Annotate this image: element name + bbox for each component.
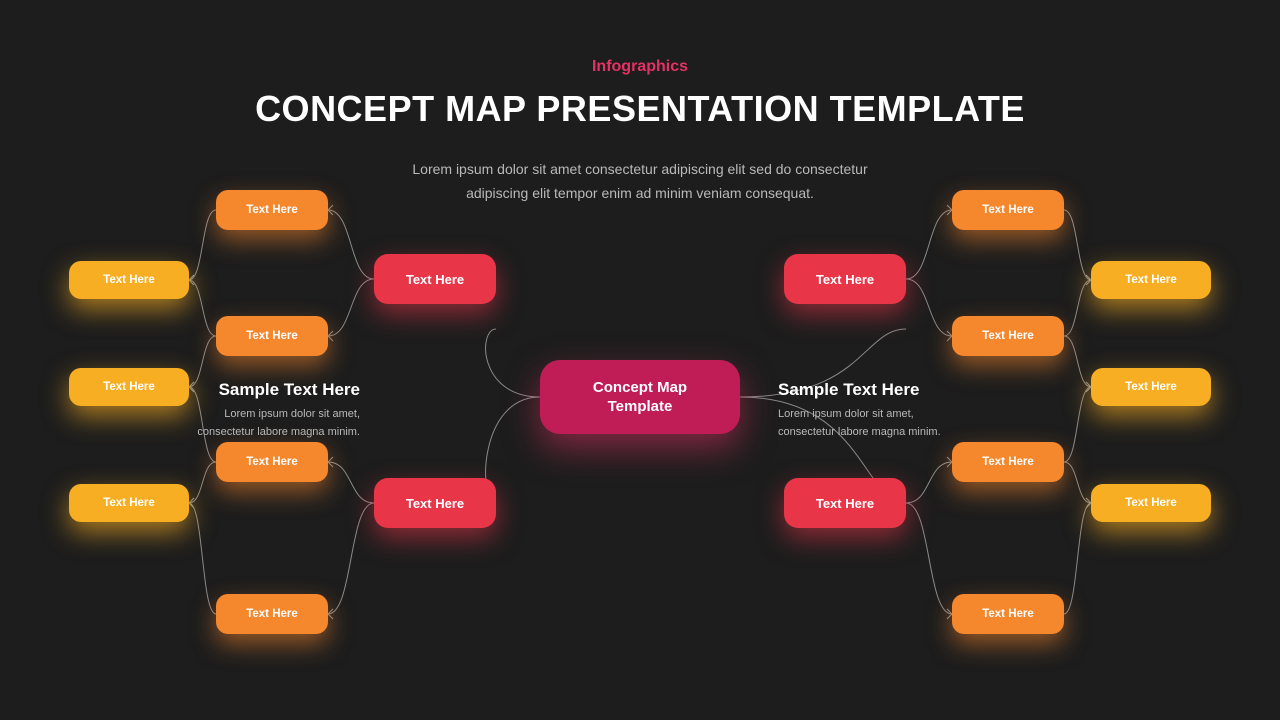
mid-node: Text Here (216, 594, 328, 634)
section-desc: Lorem ipsum dolor sit amet, consectetur … (778, 406, 958, 441)
mid-node: Text Here (216, 442, 328, 482)
header-description: Lorem ipsum dolor sit amet consectetur a… (410, 158, 870, 206)
leaf-node: Text Here (69, 484, 189, 522)
leaf-node: Text Here (1091, 368, 1211, 406)
center-node: Concept MapTemplate (540, 360, 740, 434)
section-title: Sample Text Here (180, 380, 360, 400)
mid-node: Text Here (216, 190, 328, 230)
hub-node: Text Here (784, 254, 906, 304)
leaf-node: Text Here (1091, 484, 1211, 522)
mid-node: Text Here (952, 316, 1064, 356)
leaf-node: Text Here (69, 261, 189, 299)
leaf-node: Text Here (1091, 261, 1211, 299)
section-desc: Lorem ipsum dolor sit amet, consectetur … (180, 406, 360, 441)
section-label-left: Sample Text Here Lorem ipsum dolor sit am… (180, 380, 360, 441)
mid-node: Text Here (952, 442, 1064, 482)
header-title: CONCEPT MAP PRESENTATION TEMPLATE (0, 88, 1280, 130)
mid-node: Text Here (952, 594, 1064, 634)
section-title: Sample Text Here (778, 380, 958, 400)
leaf-node: Text Here (69, 368, 189, 406)
hub-node: Text Here (784, 478, 906, 528)
hub-node: Text Here (374, 478, 496, 528)
mid-node: Text Here (216, 316, 328, 356)
section-label-right: Sample Text Here Lorem ipsum dolor sit am… (778, 380, 958, 441)
hub-node: Text Here (374, 254, 496, 304)
mid-node: Text Here (952, 190, 1064, 230)
header-subtitle: Infographics (0, 58, 1280, 76)
